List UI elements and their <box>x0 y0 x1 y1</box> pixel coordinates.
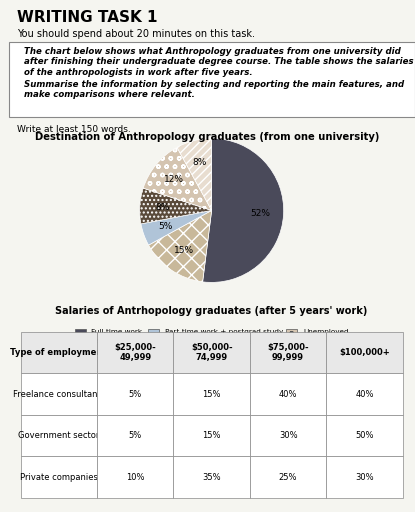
Wedge shape <box>139 188 212 224</box>
Wedge shape <box>149 210 212 282</box>
Wedge shape <box>143 147 212 210</box>
Text: The chart below shows what Anthropology graduates from one university did after : The chart below shows what Anthropology … <box>24 47 414 76</box>
Text: 8%: 8% <box>192 159 207 167</box>
Text: Summarise the information by selecting and reporting the main features, and make: Summarise the information by selecting a… <box>24 80 405 99</box>
Text: Salaries of Antrhopology graduates (after 5 years' work): Salaries of Antrhopology graduates (afte… <box>56 306 368 316</box>
Text: You should spend about 20 minutes on this task.: You should spend about 20 minutes on thi… <box>17 29 254 39</box>
Text: 8%: 8% <box>156 203 170 212</box>
Text: 5%: 5% <box>159 223 173 231</box>
Text: 15%: 15% <box>174 246 194 255</box>
Wedge shape <box>141 210 212 245</box>
Text: Write at least 150 words.: Write at least 150 words. <box>17 125 130 135</box>
Wedge shape <box>203 138 284 283</box>
Legend: Full-time work, Part-time work, Part-time work + postgrad study, Full-time postg: Full-time work, Part-time work, Part-tim… <box>72 326 352 347</box>
Text: WRITING TASK 1: WRITING TASK 1 <box>17 10 157 25</box>
Text: Destination of Anthropology graduates (from one university): Destination of Anthropology graduates (f… <box>35 132 380 142</box>
Text: 12%: 12% <box>164 175 184 184</box>
Text: 52%: 52% <box>251 209 271 218</box>
Wedge shape <box>177 138 212 210</box>
FancyBboxPatch shape <box>9 41 415 117</box>
